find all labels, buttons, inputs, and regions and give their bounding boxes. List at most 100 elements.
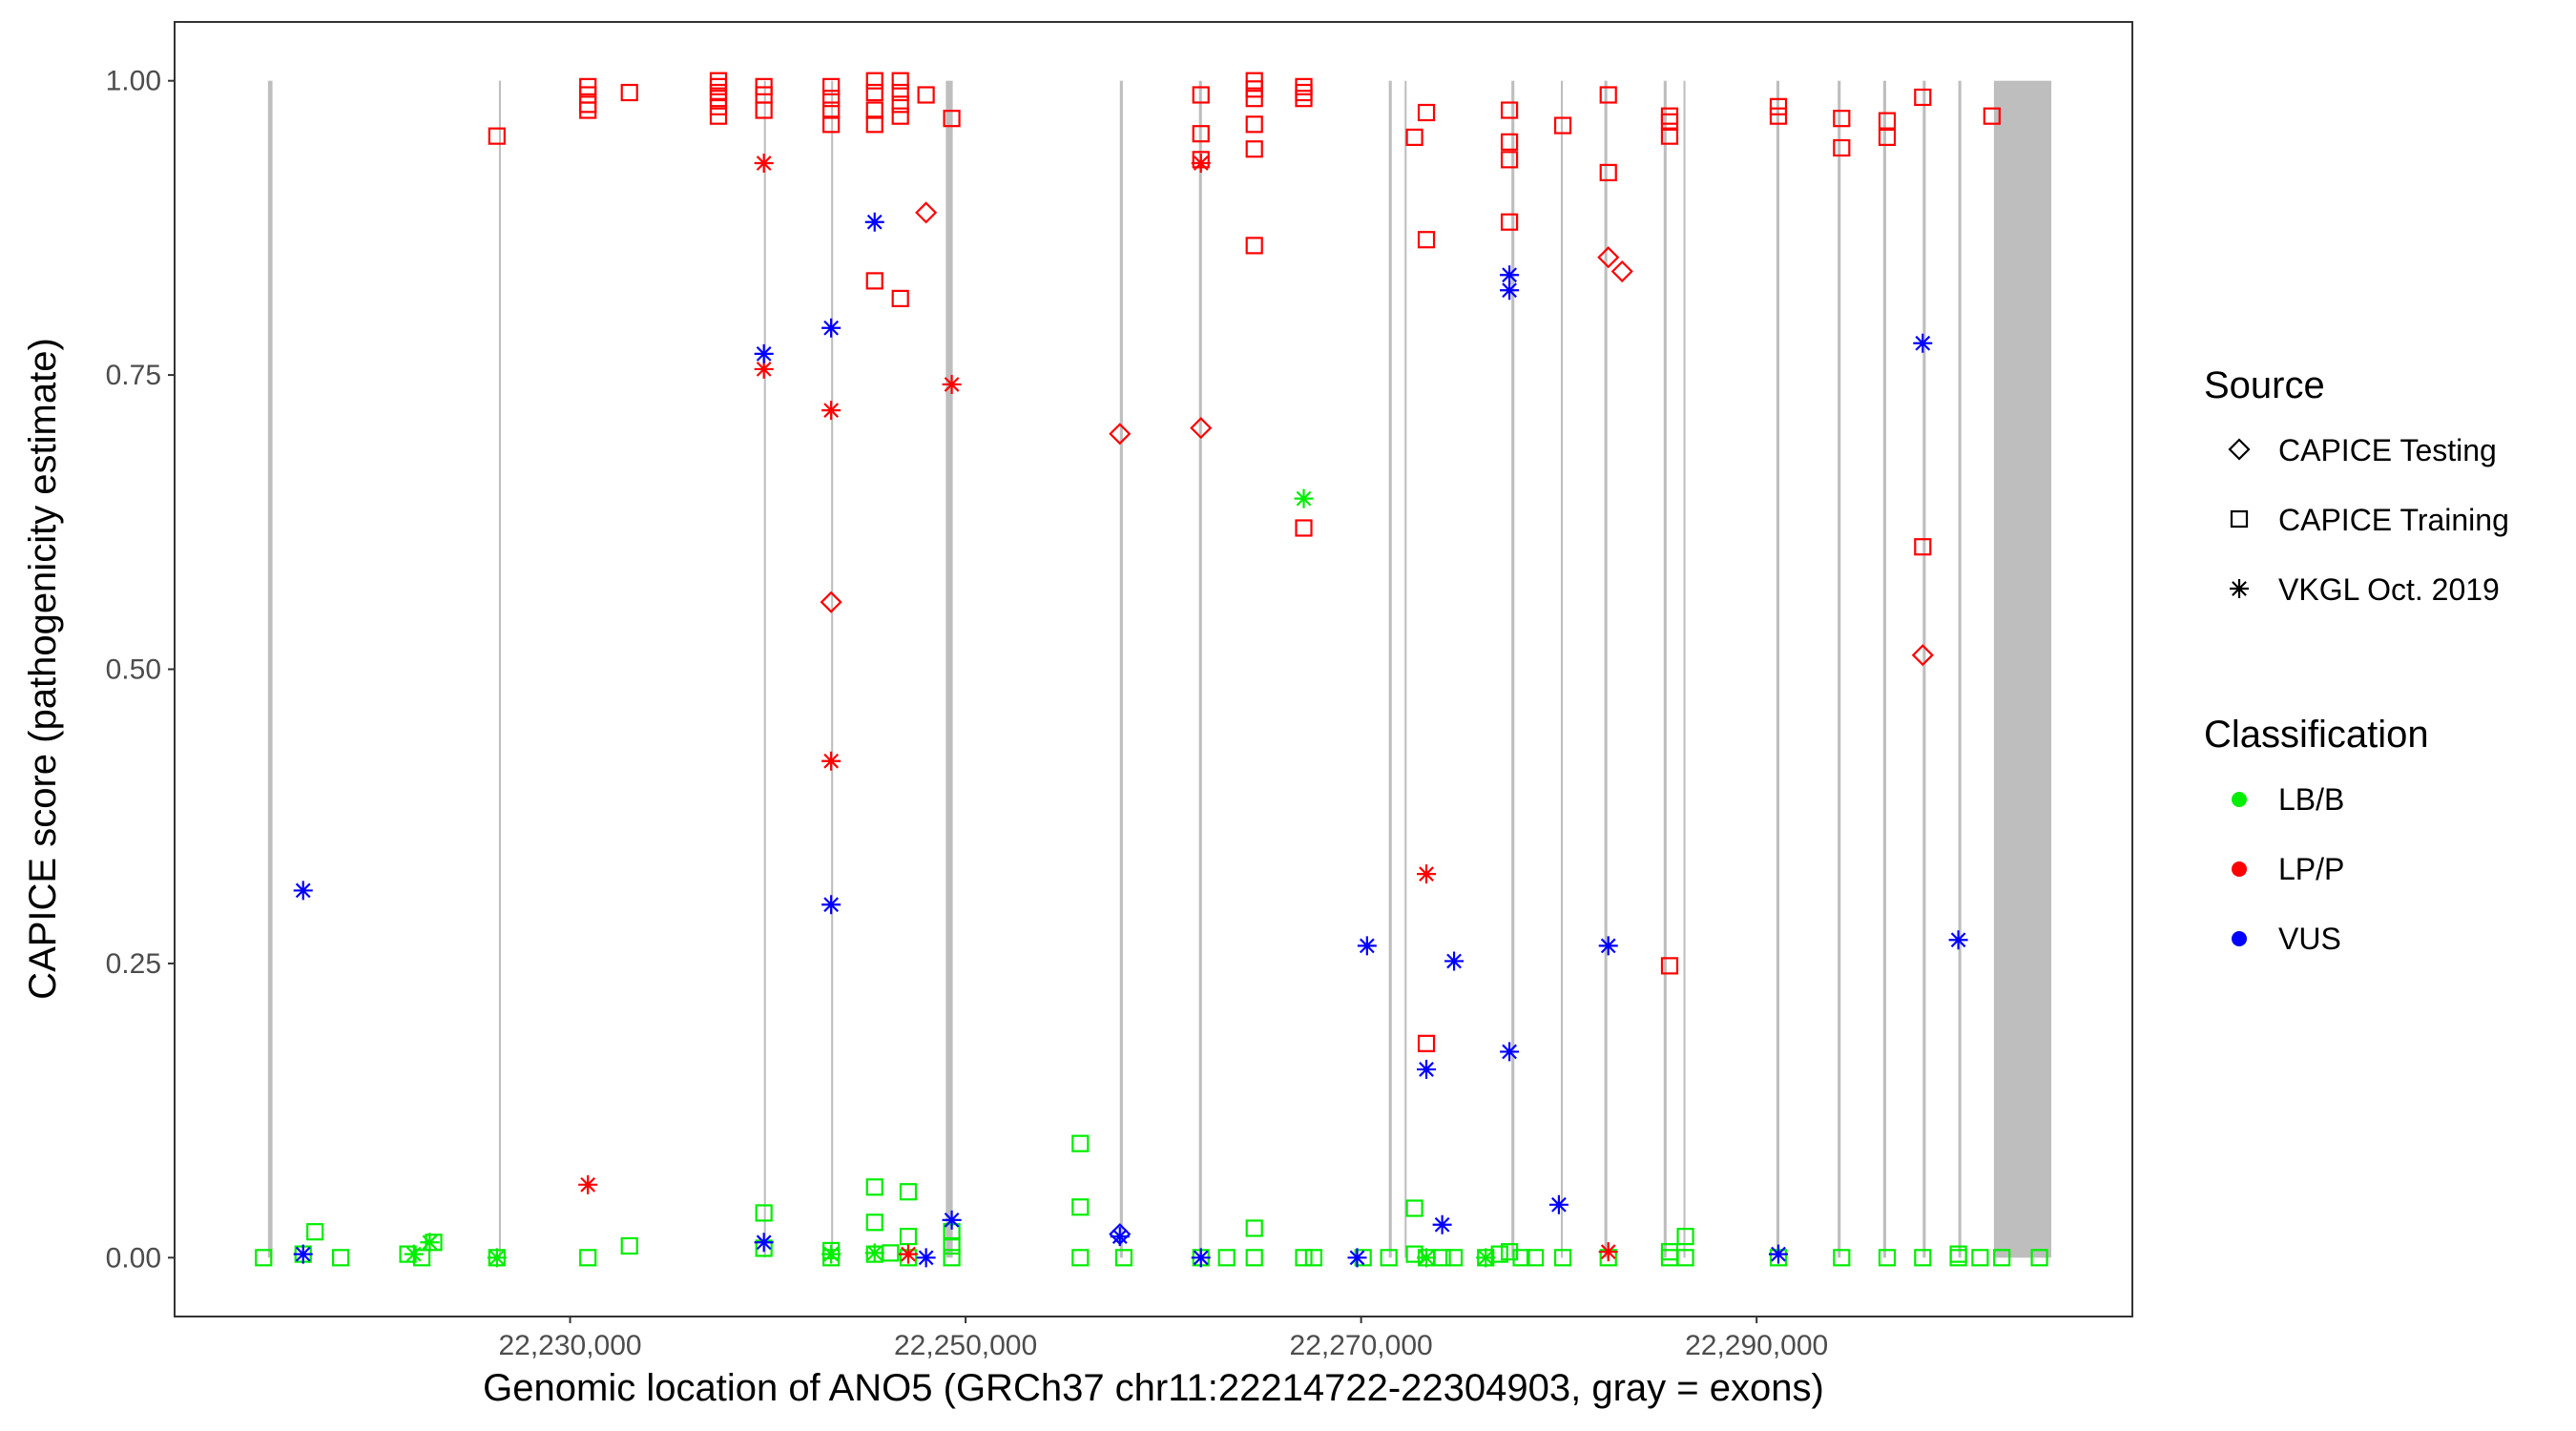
point-square	[1660, 957, 1679, 975]
point-square	[1914, 88, 1932, 107]
point-asterisk	[916, 1248, 936, 1268]
point-square	[1878, 112, 1897, 130]
legend-title-source: Source	[2204, 364, 2325, 406]
point-square	[1500, 151, 1519, 169]
point-square	[1833, 1249, 1851, 1267]
point-square	[1512, 1249, 1530, 1267]
point-square	[1660, 127, 1679, 145]
point-square	[1071, 1249, 1090, 1267]
point-square	[1878, 1249, 1897, 1267]
point-diamond	[1911, 644, 1934, 667]
y-tick-label: 0.00	[106, 1242, 161, 1274]
point-diamond	[820, 591, 842, 613]
point-square	[1553, 1249, 1572, 1267]
point-square	[1114, 1249, 1133, 1267]
point-square	[891, 289, 909, 308]
point-square	[755, 101, 773, 119]
point-square	[1304, 1249, 1322, 1267]
x-tick-label: 22,270,000	[1290, 1330, 1433, 1361]
point-square	[1245, 80, 1263, 98]
point-asterisk	[821, 895, 841, 915]
exon-bar	[831, 80, 834, 1258]
x-tick-label: 22,250,000	[894, 1330, 1037, 1361]
point-asterisk	[754, 154, 774, 174]
point-square	[1526, 1249, 1545, 1267]
point-asterisk	[821, 1244, 841, 1264]
legend-title-classification: Classification	[2204, 714, 2429, 756]
exon-bar	[1663, 80, 1667, 1258]
y-tick-label: 0.75	[106, 360, 161, 391]
point-square	[709, 107, 728, 125]
point-asterisk	[293, 1244, 313, 1264]
x-axis-title: Genomic location of ANO5 (GRCh37 chr11:2…	[483, 1367, 1824, 1409]
point-square	[865, 115, 883, 134]
exon-bar	[1388, 80, 1392, 1258]
exon-bar	[1838, 80, 1841, 1258]
point-square	[1971, 1249, 1989, 1267]
point-asterisk	[1500, 265, 1520, 285]
point-asterisk	[864, 1243, 884, 1263]
point-asterisk	[942, 374, 962, 394]
point-asterisk	[1110, 1227, 1130, 1247]
point-square	[891, 72, 909, 90]
point-square	[1599, 86, 1617, 104]
point-square	[1553, 116, 1572, 135]
point-asterisk	[1768, 1244, 1788, 1264]
point-square	[865, 1178, 883, 1196]
point-square	[1245, 1249, 1263, 1267]
legend-key-dot	[2232, 792, 2247, 807]
point-square	[1833, 138, 1851, 157]
legend-label-vkgl: VKGL Oct. 2019	[2278, 572, 2500, 607]
exon-bar	[1198, 80, 1202, 1258]
y-tick-label: 0.25	[106, 948, 161, 980]
points-layer	[255, 72, 2048, 1268]
exon-bar	[1683, 80, 1686, 1258]
legend-key-dot	[2232, 861, 2247, 877]
exon-bar	[945, 80, 953, 1258]
exon-bar	[1993, 80, 2052, 1258]
exon-bar	[498, 80, 501, 1258]
point-square	[1071, 1198, 1090, 1216]
legend-label-capice-training: CAPICE Training	[2278, 503, 2509, 537]
point-square	[1380, 1249, 1398, 1267]
point-square	[822, 77, 841, 95]
point-square	[1833, 110, 1851, 128]
exon-bar	[1560, 80, 1564, 1258]
point-square	[755, 1204, 773, 1222]
point-square	[620, 83, 638, 102]
exon-bar	[1604, 80, 1608, 1258]
point-square	[1192, 86, 1210, 104]
point-square	[865, 72, 883, 90]
point-square	[1217, 1249, 1236, 1267]
exon-bar	[763, 80, 766, 1258]
point-square	[1599, 163, 1617, 182]
point-diamond	[915, 201, 938, 224]
point-asterisk	[821, 751, 841, 771]
point-square	[1245, 90, 1263, 108]
point-square	[899, 1228, 918, 1246]
point-square	[709, 97, 728, 115]
point-asterisk	[578, 1174, 598, 1194]
exon-bar	[267, 80, 273, 1258]
point-square	[306, 1223, 324, 1241]
point-square	[865, 83, 883, 102]
point-square	[822, 90, 841, 108]
point-diamond	[1610, 259, 1633, 283]
legend-key-asterisk	[2230, 579, 2249, 598]
point-asterisk	[1476, 1248, 1496, 1268]
axes-layer: 0.00 0.25 0.50 0.75 1.00 22,230,000 22,250,000…	[106, 66, 1829, 1361]
point-asterisk	[1417, 864, 1437, 884]
x-tick-label: 22,290,000	[1685, 1330, 1828, 1361]
point-square	[943, 1249, 961, 1267]
exon-bar	[1776, 80, 1780, 1258]
point-square	[1914, 1249, 1932, 1267]
exon-bar	[1404, 80, 1407, 1258]
point-asterisk	[754, 343, 774, 363]
point-asterisk	[898, 1244, 918, 1264]
exon-bar	[1882, 80, 1886, 1258]
point-square	[579, 101, 597, 119]
point-square	[865, 1213, 883, 1232]
point-square	[1417, 103, 1436, 122]
exon-bar	[1119, 80, 1123, 1258]
point-asterisk	[1432, 1214, 1452, 1234]
